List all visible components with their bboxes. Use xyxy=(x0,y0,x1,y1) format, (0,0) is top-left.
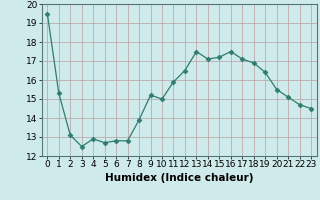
X-axis label: Humidex (Indice chaleur): Humidex (Indice chaleur) xyxy=(105,173,253,183)
